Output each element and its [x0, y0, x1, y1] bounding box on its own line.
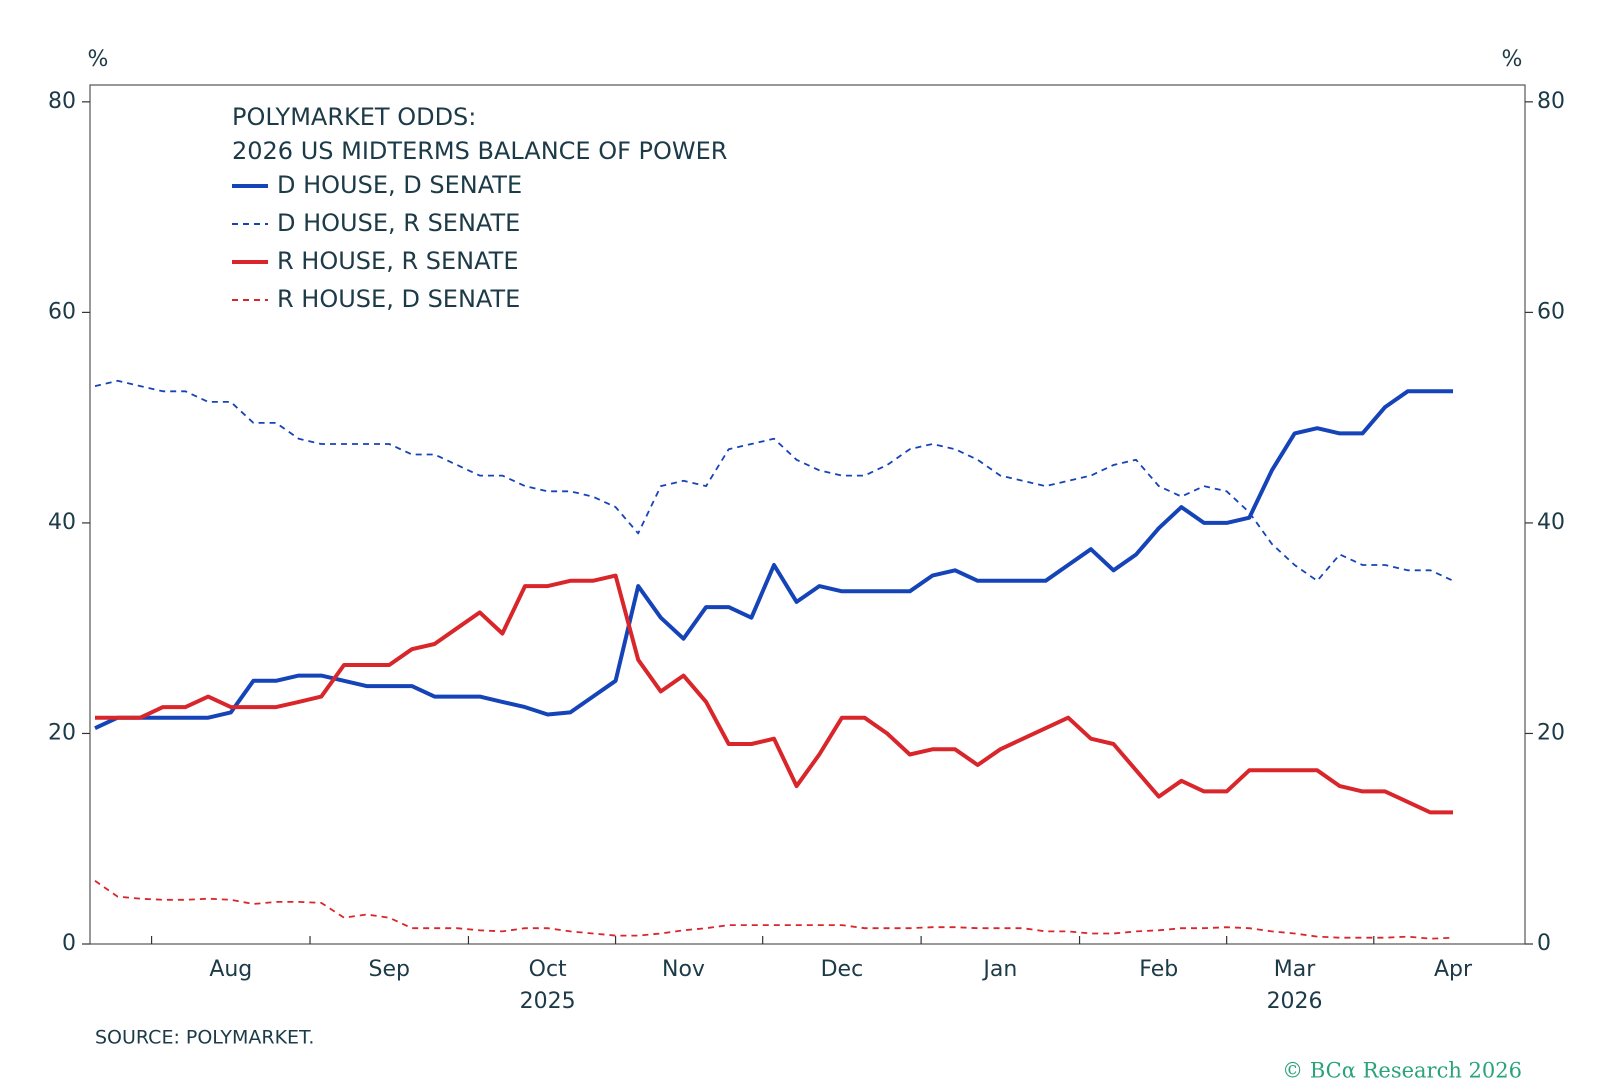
y-unit: % [88, 47, 109, 72]
x-tick-label: Dec [821, 957, 864, 982]
source: SOURCE: POLYMARKET. [95, 1027, 314, 1049]
x-tick-label: Apr [1434, 957, 1473, 982]
legend-label: D HOUSE, R SENATE [277, 209, 520, 237]
x-tick-label: Nov [662, 957, 705, 982]
year-label: 2025 [520, 989, 576, 1014]
legend-label: R HOUSE, D SENATE [277, 285, 520, 313]
y-tick-label: 60 [48, 299, 76, 324]
chart-subtitle: 2026 US MIDTERMS BALANCE OF POWER [232, 137, 727, 165]
y2-tick-label: 0 [1537, 931, 1551, 956]
y2-tick-label: 40 [1537, 510, 1565, 535]
series-line [95, 573, 1453, 815]
y-tick-label: 20 [48, 720, 76, 745]
y2-tick-label: 20 [1537, 720, 1565, 745]
y2-tick-label: 60 [1537, 299, 1565, 324]
x-tick-label: Jan [981, 957, 1017, 982]
y2-tick-label: 80 [1537, 89, 1565, 114]
x-tick-label: Oct [529, 957, 567, 982]
plot-frame [89, 84, 1526, 945]
year-label: 2026 [1267, 989, 1323, 1014]
y2-unit: % [1502, 47, 1523, 72]
x-tick-label: Mar [1274, 957, 1316, 982]
credit: © BCα Research 2026 [1282, 1059, 1522, 1080]
series-line [94, 880, 1454, 940]
y-tick-label: 40 [48, 510, 76, 535]
series-line [94, 389, 1453, 731]
x-tick-label: Aug [209, 957, 252, 982]
legend-label: R HOUSE, R SENATE [277, 247, 519, 275]
x-tick-label: Feb [1139, 957, 1178, 982]
legend-label: D HOUSE, D SENATE [277, 171, 522, 199]
chart-title: POLYMARKET ODDS: [232, 103, 476, 131]
y-tick-label: 80 [48, 89, 76, 114]
series-line [94, 379, 1454, 582]
y-tick-label: 0 [62, 931, 76, 956]
x-tick-label: Sep [368, 957, 409, 982]
